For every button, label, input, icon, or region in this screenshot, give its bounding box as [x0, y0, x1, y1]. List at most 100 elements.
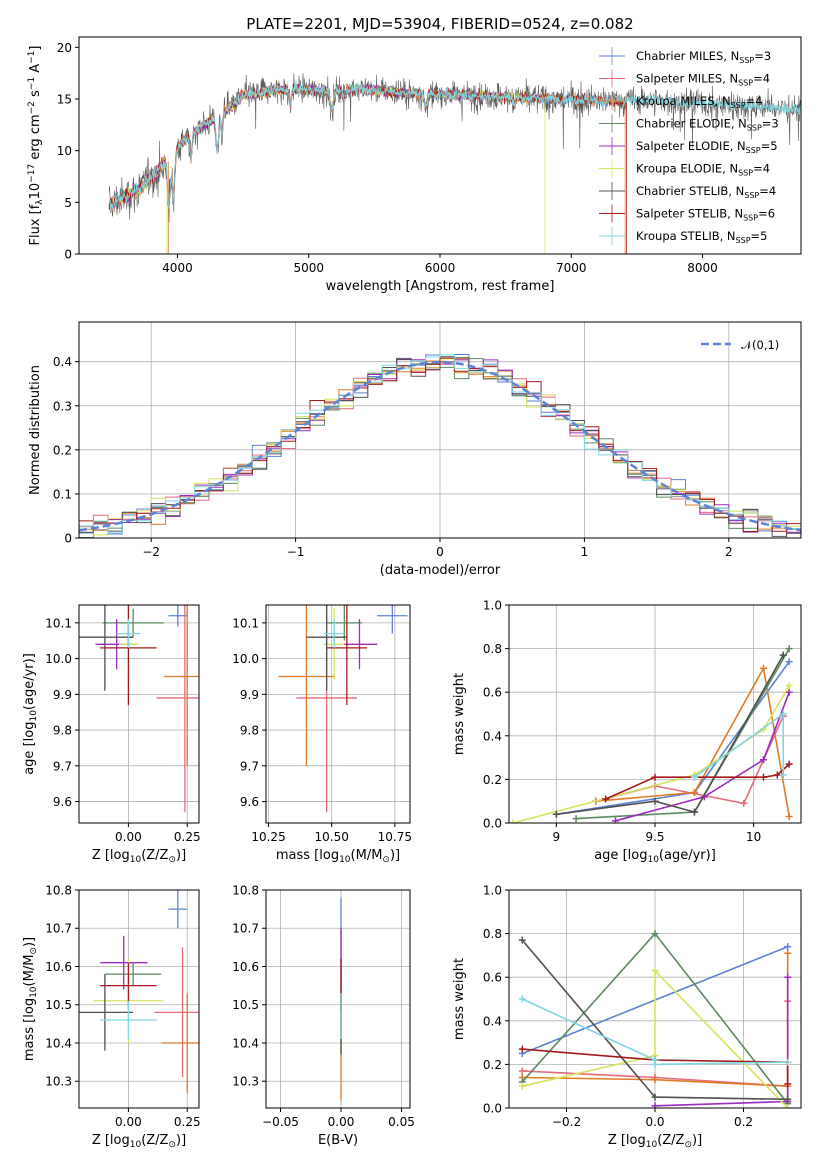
x-tick-label: 2 [725, 545, 733, 559]
series-kroupa-miles [592, 664, 793, 820]
y-tick-label: 9.7 [240, 759, 259, 773]
y-axis-label-part: 10 [28, 183, 43, 200]
x-ticks: −2 −1 0 1 2 [142, 538, 733, 559]
errorbar-salpeter-miles [156, 605, 199, 813]
x-axis-label-part: )] [390, 848, 400, 863]
y-axis-label-part: s [28, 90, 43, 101]
series-point [572, 815, 580, 823]
y-axis-label-part: −17 [27, 164, 37, 183]
y-ticks: 9.6 9.7 9.8 9.9 10.0 10.1 [45, 616, 79, 809]
legend-sub: SSP [738, 79, 753, 88]
y-tick-label: 0.4 [483, 729, 502, 743]
series-point [552, 810, 560, 818]
series-point [518, 936, 526, 944]
y-axis-label-part: Flux [f [28, 204, 43, 245]
plot-area [278, 605, 408, 813]
y-axis-label-part: −1 [27, 77, 37, 90]
errorbar-kroupa-miles [278, 605, 335, 766]
series-point [651, 1093, 659, 1101]
errorbar-salpeter-elodie [100, 935, 148, 990]
grid-lines [79, 889, 199, 1108]
y-tick-label: 10.3 [45, 1075, 72, 1089]
series-point [784, 949, 792, 957]
series-point [784, 1080, 792, 1088]
y-tick-label: 5 [64, 196, 72, 210]
x-tick-label: 0.25 [174, 1115, 201, 1129]
series-point [740, 799, 748, 807]
y-axis-label-part: λ [35, 199, 45, 205]
x-tick-label: 7000 [556, 261, 587, 275]
panel-weight-vs-z: −0.2 0.0 0.2 0.0 0.2 0.4 0.6 0.8 1.0 Z [log10(Z/Z… [452, 884, 802, 1150]
y-axis-label-part: )] [22, 937, 37, 947]
series-line [615, 691, 790, 822]
legend-label-chabrier-stelib: Chabrier STELIB, NSSP=4 [636, 184, 776, 200]
legend-sub: SSP [746, 146, 761, 155]
panel-age-vs-mass: 10.25 10.50 10.75 9.6 9.7 9.8 9.9 10.0 10.1 mass … [232, 604, 412, 865]
legend-sub: SSP [743, 214, 758, 223]
panel-age-vs-z: 0.00 0.259.69.79.89.910.010.1Z [log10(Z/Z… [22, 604, 201, 865]
y-tick-label: 9.9 [240, 688, 259, 702]
y-tick-label: 10.0 [45, 652, 72, 666]
legend-label-chabrier-elodie: Chabrier ELODIE, NSSP=3 [636, 117, 779, 133]
y-tick-label: 9.6 [240, 795, 259, 809]
series-point [612, 817, 620, 823]
series-point [785, 760, 793, 768]
x-axis-label: mass [log10(M/M⊙)] [276, 848, 400, 865]
legend-value: =4 [746, 94, 763, 108]
x-tick-label: 10 [746, 830, 761, 844]
legend-value: =4 [753, 162, 770, 176]
x-axis-label-part: )] [692, 1133, 702, 1148]
x-ticks: 0.00 0.25 [115, 823, 201, 844]
y-tick-label: 9.8 [240, 724, 259, 738]
legend-name: Salpeter STELIB, N [636, 207, 743, 221]
x-axis-label-part: 10 [647, 855, 659, 865]
y-tick-label: 10.3 [232, 1075, 259, 1089]
y-tick-label: 0.8 [483, 927, 502, 941]
series-point [518, 1045, 526, 1053]
series-point [779, 710, 787, 718]
histogram-kroupa-stelib [79, 354, 801, 538]
series-point [784, 973, 792, 981]
y-axis-label-part: −2 [27, 101, 37, 114]
series-kroupa-elodie [509, 682, 793, 823]
series-line [522, 1048, 789, 1084]
series-point [784, 943, 792, 951]
grid-lines [266, 889, 410, 1108]
series-point [518, 1067, 526, 1075]
y-tick-label: 15 [57, 93, 72, 107]
series-point [785, 645, 793, 653]
errorbar-kroupa-stelib [116, 619, 141, 648]
legend-label-kroupa-miles: Kroupa MILES, NSSP=4 [636, 94, 762, 110]
y-axis-label-part: −1 [27, 51, 37, 64]
errorbar-chabrier-miles [377, 605, 408, 634]
series-point [518, 1082, 526, 1090]
plot-area [509, 645, 793, 823]
x-axis-label-part: (Z/Z [657, 1133, 684, 1148]
y-axis-label: age [log10(age/yr)] [22, 653, 39, 775]
errorbar-kroupa-stelib [324, 619, 345, 648]
x-axis-label-part: 10 [130, 855, 142, 865]
series-point [690, 808, 698, 816]
series-point [785, 682, 793, 690]
x-ticks: 9 9.5 10 [553, 823, 761, 844]
x-tick-label: 5000 [293, 261, 324, 275]
series-kroupa-elodie [518, 967, 792, 1108]
legend-label-chabrier-miles: Chabrier MILES, NSSP=3 [636, 49, 771, 65]
series-point [602, 795, 610, 803]
errorbar-salpeter-miles [154, 947, 199, 1078]
x-tick-label: 9 [553, 830, 561, 844]
x-axis-label-part: mass [log [276, 848, 339, 863]
series-point [651, 967, 659, 975]
errorbar-salpeter-elodie [341, 619, 378, 670]
x-tick-label: 10.75 [378, 830, 412, 844]
spectrum-line-kroupa-miles [108, 83, 626, 254]
x-axis-label: E(B-V) [318, 1133, 358, 1148]
y-axis-label-part: A [28, 64, 43, 77]
legend-sub: SSP [747, 124, 762, 133]
series-point [760, 756, 768, 764]
y-tick-label: 0.0 [483, 817, 502, 831]
y-ticks: 0 0.1 0.2 0.3 0.4 [53, 355, 79, 546]
x-tick-label: 10.25 [251, 830, 285, 844]
